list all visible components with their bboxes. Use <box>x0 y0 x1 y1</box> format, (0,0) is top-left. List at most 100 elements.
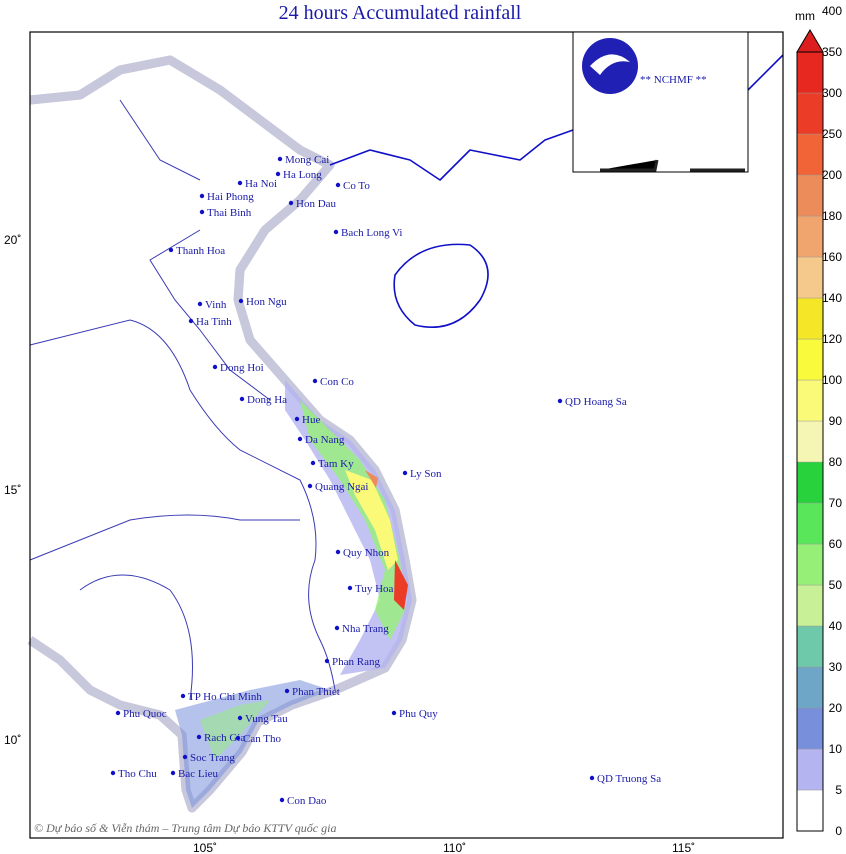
station-label: Ha Noi <box>245 178 277 190</box>
nchmf-logo: ** NCHMF ** <box>572 31 749 173</box>
station-label: Soc Trang <box>190 752 235 764</box>
station-label: Tho Chu <box>118 768 157 780</box>
station-label: Thai Binh <box>207 207 252 219</box>
station-label: Vinh <box>205 299 227 311</box>
copyright: © Dự báo số & Viễn thám – Trung tâm Dự b… <box>34 821 336 835</box>
legend-label: 180 <box>822 209 842 223</box>
station-label: Quang Ngai <box>315 481 368 493</box>
legend-swatch <box>796 256 824 299</box>
legend-label: 160 <box>822 250 842 264</box>
station-marker <box>182 754 188 760</box>
legend-label: 300 <box>822 86 842 100</box>
legend-label: 200 <box>822 168 842 182</box>
legend-swatch <box>796 584 824 627</box>
station-marker <box>238 298 244 304</box>
legend-swatch <box>796 215 824 258</box>
station-marker <box>307 483 313 489</box>
legend-label: 30 <box>829 660 843 674</box>
axis-ticks: 105˚ 110˚ 115˚ 20˚ 15˚ 10˚ <box>4 233 695 854</box>
station-marker <box>239 396 245 402</box>
station-label: Hon Dau <box>296 198 337 210</box>
rainfall-field <box>175 380 412 808</box>
station-label: Tuy Hoa <box>355 583 394 595</box>
station-marker <box>335 182 341 188</box>
station-marker <box>312 378 318 384</box>
station-label: Quy Nhon <box>343 547 390 559</box>
lon-tick: 115˚ <box>672 841 695 854</box>
station-marker <box>589 775 595 781</box>
station-marker <box>288 200 294 206</box>
station-marker <box>212 364 218 370</box>
station-marker <box>197 301 203 307</box>
legend-swatch <box>796 789 824 832</box>
station-label: Dong Ha <box>247 394 287 406</box>
colorbar-legend: mm 0 5 10 20 30 40 50 60 70 80 90 100 120 140 160 180 20… <box>795 4 842 838</box>
station-marker <box>199 209 205 215</box>
logo-text: ** NCHMF ** <box>640 74 707 86</box>
legend-label: 90 <box>829 414 843 428</box>
station-marker <box>310 460 316 466</box>
station-marker <box>402 470 408 476</box>
station-label: TP Ho Chi Minh <box>188 691 262 703</box>
station-label: Ha Tinh <box>196 316 232 328</box>
station-label: Phu Quoc <box>123 708 167 720</box>
station-marker <box>237 715 243 721</box>
legend-swatch <box>796 297 824 340</box>
legend-label: 100 <box>822 373 842 387</box>
station-marker <box>284 688 290 694</box>
station-marker <box>391 710 397 716</box>
legend-label: 80 <box>829 455 843 469</box>
station-marker <box>347 585 353 591</box>
station-label: Can Tho <box>243 733 281 745</box>
station-marker <box>196 734 202 740</box>
station-marker <box>168 247 174 253</box>
legend-label: 70 <box>829 496 843 510</box>
borders <box>29 99 336 701</box>
station-label: Co To <box>343 180 370 192</box>
legend-frame <box>796 51 824 832</box>
lon-tick: 105˚ <box>193 841 217 854</box>
legend-swatch <box>796 338 824 381</box>
station-marker <box>237 180 243 186</box>
station-marker <box>297 436 303 442</box>
legend-label: 20 <box>829 701 843 715</box>
lon-tick: 110˚ <box>443 841 466 854</box>
legend-label: 400 <box>822 4 842 18</box>
legend-label: 350 <box>822 45 842 59</box>
station-marker <box>110 770 116 776</box>
station-label: Tam Ky <box>318 458 354 470</box>
station-label: Phan Thiet <box>292 686 340 698</box>
station-marker <box>170 770 176 776</box>
station-label: Con Co <box>320 376 354 388</box>
station-label: Bac Lieu <box>178 768 219 780</box>
lat-tick: 10˚ <box>4 733 21 747</box>
station-label: Vung Tau <box>245 713 288 725</box>
legend-arrow <box>796 29 824 53</box>
station-label: Ly Son <box>410 468 442 480</box>
legend-label: 40 <box>829 619 843 633</box>
station-label: Con Dao <box>287 795 327 807</box>
station-label: Nha Trang <box>342 623 389 635</box>
station-marker <box>294 416 300 422</box>
legend-label: 60 <box>829 537 843 551</box>
station-marker <box>180 693 186 699</box>
station-marker <box>335 549 341 555</box>
legend-label: 5 <box>835 783 842 797</box>
legend-label: 120 <box>822 332 842 346</box>
station-marker <box>557 398 563 404</box>
lat-tick: 20˚ <box>4 233 21 247</box>
station-marker <box>277 156 283 162</box>
station-marker <box>199 193 205 199</box>
station-label: Dong Hoi <box>220 362 264 374</box>
legend-swatch <box>796 748 824 791</box>
legend-swatch <box>796 174 824 217</box>
map-frame <box>29 31 784 839</box>
station-marker <box>324 658 330 664</box>
legend-swatch <box>796 707 824 750</box>
station-label: Hon Ngu <box>246 296 287 308</box>
legend-swatch <box>796 543 824 586</box>
station-marker <box>279 797 285 803</box>
station-marker <box>115 710 121 716</box>
legend-label: 250 <box>822 127 842 141</box>
